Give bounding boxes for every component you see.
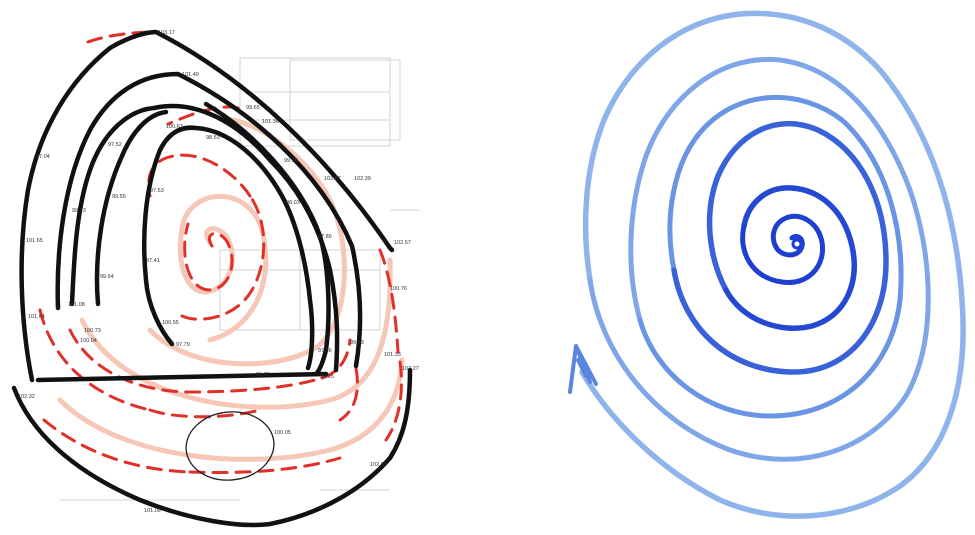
elevation-label: 99.65 (246, 105, 260, 111)
blue-spiral-fifth-turn (723, 185, 857, 331)
elevation-label: 102.67 (324, 176, 341, 182)
black-stroke-third (69, 103, 340, 373)
annotated-spiral-drawing: 103.17 101.49 99.65 101.36 98.53 100.63 … (11, 29, 420, 528)
pink-guide-bands (57, 115, 405, 462)
elevation-label: 99.98 (284, 158, 298, 164)
elevation-label: 97.86 (318, 234, 332, 240)
elevation-label: 99.56 (112, 194, 126, 200)
black-stroke-bottom (11, 367, 413, 528)
elevation-label: 101.49 (182, 72, 199, 78)
black-stroke-second (55, 71, 363, 369)
elevation-labels: 103.17 101.49 99.65 101.36 98.53 100.63 … (18, 30, 419, 514)
elevation-label: 97.79 (176, 342, 190, 348)
elevation-label: 102.39 (354, 176, 371, 182)
elevation-label: 99.64 (100, 274, 114, 280)
elevation-label: 98.03 (286, 200, 300, 206)
ellipse-outline (185, 411, 275, 481)
elevation-label: 101.33 (384, 352, 401, 358)
blue-spiral-second-turn (587, 56, 931, 462)
arrowhead-icon (568, 344, 598, 394)
elevation-label: 100.04 (80, 338, 97, 344)
elevation-label: 100.73 (84, 328, 101, 334)
elevation-label: 97.52 (108, 142, 122, 148)
elevation-label: 100.55 (162, 320, 179, 326)
blue-spiral-inner-curl (740, 213, 826, 285)
elevation-label: 97.53 (150, 188, 164, 194)
blue-spiral-fourth-turn (671, 120, 889, 375)
spiral-center-dot (791, 238, 803, 250)
elevation-label: 101.08 (68, 302, 85, 308)
elevation-label: 102.57 (394, 240, 411, 246)
black-stroke-outer (19, 29, 395, 383)
elevation-label: 101.36 (262, 119, 279, 125)
elevation-label: 95.75 (256, 372, 270, 378)
blue-spiral-third-turn (637, 94, 904, 419)
elevation-label: 97.41 (146, 258, 160, 264)
elevation-label: 102.32 (18, 394, 35, 400)
black-stroke-fourth (94, 101, 331, 377)
black-stroke-inner (142, 125, 315, 371)
elevation-label: 98.95 (320, 374, 334, 380)
elevation-label: 100.05 (274, 430, 291, 436)
elevation-label: 99.23 (350, 340, 364, 346)
elevation-label: 101.09 (144, 508, 161, 514)
elevation-label: 99.13 (72, 208, 86, 214)
elevation-label: 101.65 (26, 238, 43, 244)
elevation-label: 100.76 (390, 286, 407, 292)
elevation-label: 100.63 (166, 124, 183, 130)
elevation-label: 102.09 (370, 462, 387, 468)
elevation-label: 97.04 (36, 154, 50, 160)
elevation-label: 101.64 (28, 314, 45, 320)
elevation-label: 102.27 (402, 366, 419, 372)
black-horizontal-bar (35, 371, 329, 383)
elevation-label: 97.66 (318, 348, 332, 354)
blue-spiral-drawing (568, 10, 966, 519)
elevation-label: 103.17 (158, 30, 175, 36)
blue-spiral-outer-turn (579, 10, 966, 519)
elevation-label: 98.53 (206, 135, 220, 141)
black-spiral-strokes (11, 29, 413, 528)
